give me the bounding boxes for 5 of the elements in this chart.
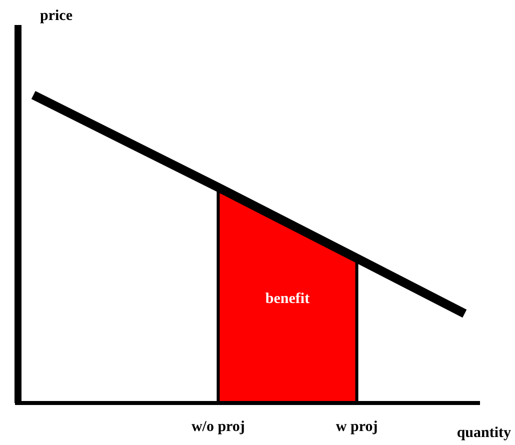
annotation: benefit [265, 290, 310, 307]
x-tick-label: w/o proj [191, 419, 245, 435]
x-tick-label: w proj [336, 419, 378, 435]
y-axis-title: price [40, 8, 73, 24]
x-axis-title: quantity [456, 425, 512, 441]
